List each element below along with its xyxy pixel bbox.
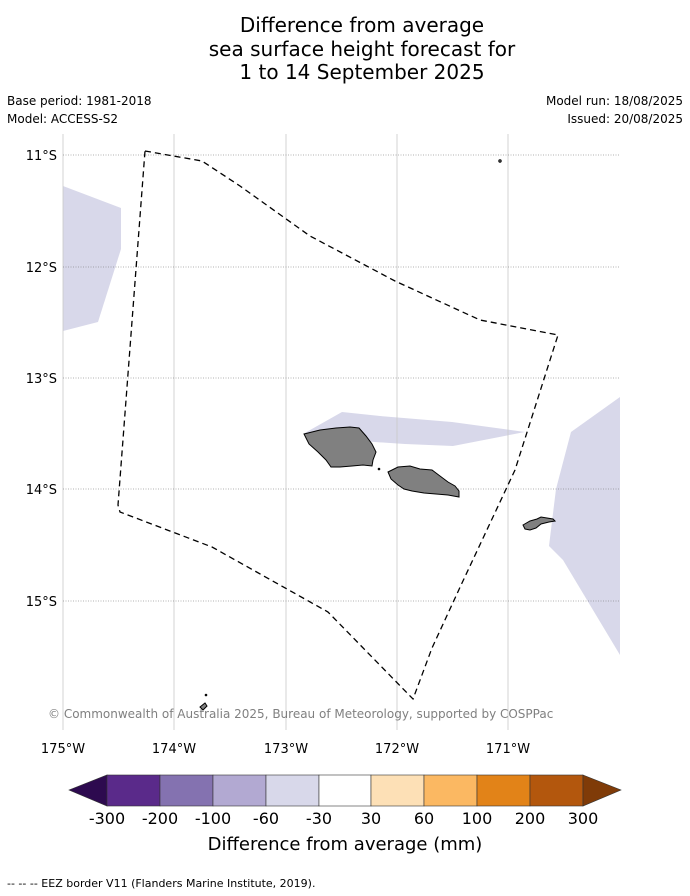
colorbar-tick-label: -200	[142, 809, 178, 828]
lat-label: 14°S	[26, 483, 57, 498]
colorbar-segment	[370, 774, 425, 807]
islet-apolima	[377, 467, 381, 471]
island-rose-atoll	[199, 702, 208, 711]
lon-label: 175°W	[41, 742, 85, 757]
island-tutuila	[522, 516, 557, 531]
colorbar-tick-label: -30	[306, 809, 332, 828]
colorbar-segment	[265, 774, 320, 807]
colorbar-tick-label: -60	[253, 809, 279, 828]
title-line-3: 1 to 14 September 2025	[239, 60, 485, 84]
colorbar-tick-label: 30	[361, 809, 381, 828]
lon-label: 174°W	[152, 742, 196, 757]
colorbar-tick-label: 200	[515, 809, 546, 828]
eez-border	[117, 150, 559, 701]
colorbar-tick-label: -100	[195, 809, 231, 828]
colorbar-tick-label: 60	[414, 809, 434, 828]
issued-date: Issued: 20/08/2025	[567, 112, 683, 126]
longitude-labels: 175°W 174°W 173°W 172°W 171°W	[41, 742, 530, 757]
lon-label: 172°W	[375, 742, 419, 757]
model-name: Model: ACCESS-S2	[7, 112, 119, 126]
meta-right: Model run: 18/08/2025 Issued: 20/08/2025	[546, 94, 683, 130]
lat-label: 13°S	[26, 372, 57, 387]
colorbar-tick-label: -300	[89, 809, 125, 828]
colorbar-segment	[529, 774, 584, 807]
colorbar-segment	[212, 774, 267, 807]
colorbar-tick-label: 300	[568, 809, 599, 828]
island-upolu	[387, 465, 460, 498]
island-savaii	[303, 426, 377, 468]
colorbar-segment	[106, 774, 161, 807]
longitude-gridlines	[62, 134, 509, 730]
chart-title: Difference from average sea surface heig…	[0, 13, 690, 85]
colorbar-segment	[423, 774, 478, 807]
anomaly-regions	[63, 186, 620, 655]
title-line-1: Difference from average	[239, 13, 485, 37]
lon-label: 171°W	[486, 742, 530, 757]
land	[199, 159, 557, 711]
island-swains	[498, 159, 502, 163]
colorbar-extend-high	[582, 774, 622, 807]
colorbar-title: Difference from average (mm)	[208, 834, 483, 855]
copyright-text: © Commonwealth of Australia 2025, Bureau…	[48, 707, 553, 721]
lat-label: 11°S	[26, 149, 57, 164]
lat-label: 15°S	[26, 595, 57, 610]
anomaly-region-east	[549, 397, 620, 655]
title-line-2: sea surface height forecast for	[208, 36, 516, 61]
islet-southwest	[204, 693, 208, 697]
map-area: © Commonwealth of Australia 2025, Bureau…	[48, 134, 620, 730]
latitude-labels: 11°S 12°S 13°S 14°S 15°S	[26, 149, 57, 610]
colorbar-tick-label: 100	[462, 809, 493, 828]
lon-label: 173°W	[264, 742, 308, 757]
latitude-gridlines	[63, 154, 620, 602]
colorbar-ticks: -300 -200 -100 -60 -30 30 60 100 200 300	[89, 809, 598, 828]
base-period: Base period: 1981-2018	[7, 94, 152, 108]
colorbar-extend-low	[68, 774, 108, 807]
colorbar-segment	[159, 774, 214, 807]
meta-left: Base period: 1981-2018 Model: ACCESS-S2	[7, 94, 152, 130]
eez-footnote: -- -- -- EEZ border V11 (Flanders Marine…	[7, 877, 316, 890]
colorbar-segment	[318, 774, 372, 807]
lat-label: 12°S	[26, 261, 57, 276]
anomaly-region-west	[63, 186, 121, 331]
model-run: Model run: 18/08/2025	[545, 94, 683, 108]
colorbar	[68, 774, 622, 807]
colorbar-segment	[476, 774, 531, 807]
